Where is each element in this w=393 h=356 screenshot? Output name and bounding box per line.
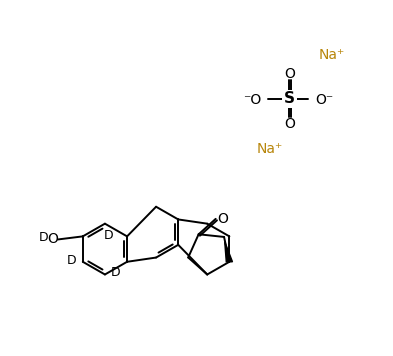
Polygon shape bbox=[225, 242, 233, 262]
Text: O: O bbox=[285, 67, 296, 81]
Text: Na⁺: Na⁺ bbox=[319, 48, 345, 62]
Text: Na⁺: Na⁺ bbox=[257, 142, 283, 156]
Text: O⁻: O⁻ bbox=[315, 93, 333, 107]
Text: D: D bbox=[39, 231, 48, 245]
Text: ⁻O: ⁻O bbox=[243, 93, 261, 107]
Text: D: D bbox=[104, 229, 114, 242]
Text: D: D bbox=[67, 254, 77, 267]
Text: S: S bbox=[284, 91, 295, 106]
Text: D: D bbox=[111, 266, 121, 279]
Text: O: O bbox=[217, 212, 228, 226]
Text: O: O bbox=[47, 232, 58, 246]
Text: O: O bbox=[285, 116, 296, 131]
